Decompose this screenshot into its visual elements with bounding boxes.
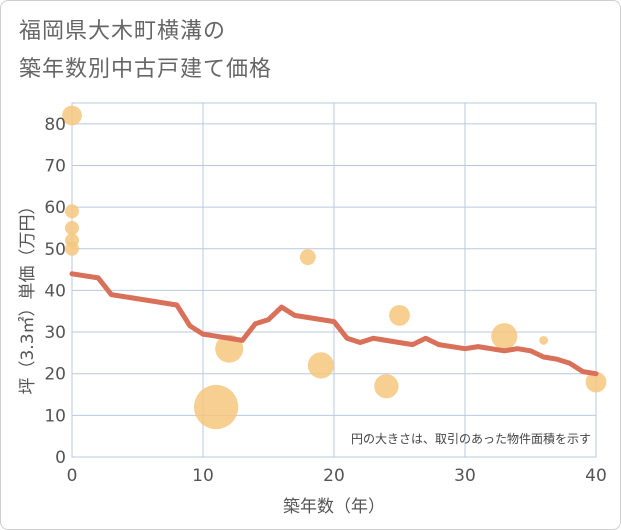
scatter-point [65, 241, 79, 256]
y-tick-label: 20 [44, 365, 66, 385]
x-tick-label: 40 [585, 466, 607, 486]
size-note: 円の大きさは、取引のあった物件面積を示す [351, 431, 591, 446]
scatter-point [65, 220, 79, 235]
y-tick-label: 0 [55, 448, 66, 468]
y-tick-label: 10 [44, 406, 66, 426]
y-tick-label: 70 [44, 156, 66, 176]
chart-title: 福岡県大木町横溝の 築年数別中古戸建て価格 [19, 13, 272, 89]
scatter-point [65, 204, 79, 219]
y-tick-label: 30 [44, 323, 66, 343]
scatter-point [299, 249, 316, 266]
scatter-point [389, 305, 410, 326]
x-tick-label: 30 [454, 466, 476, 486]
scatter-point [193, 384, 239, 430]
scatter-point [307, 352, 334, 379]
scatter-point [374, 374, 399, 399]
x-tick-label: 20 [323, 466, 345, 486]
x-axis-label: 築年数（年） [283, 497, 385, 517]
title-line-2: 築年数別中古戸建て価格 [19, 57, 273, 82]
y-axis-label: 坪（3.3㎡）単価（万円） [18, 197, 38, 394]
scatter-point [491, 323, 518, 350]
y-tick-label: 80 [44, 115, 66, 135]
y-tick-label: 40 [44, 281, 66, 301]
x-tick-label: 0 [67, 466, 78, 486]
x-ticks: 0 10 20 30 40 [67, 466, 607, 486]
y-tick-label: 60 [44, 198, 66, 218]
scatter-point [585, 371, 607, 393]
scatter-point [539, 335, 549, 345]
y-tick-label: 50 [44, 240, 66, 260]
bubbles [62, 105, 607, 430]
grid [71, 102, 597, 458]
scatter-point [62, 105, 82, 126]
trend-line [69, 271, 599, 377]
x-tick-label: 10 [192, 466, 214, 486]
y-ticks: 0 10 20 30 40 50 60 70 80 [44, 115, 66, 468]
title-line-1: 福岡県大木町横溝の [19, 19, 227, 44]
